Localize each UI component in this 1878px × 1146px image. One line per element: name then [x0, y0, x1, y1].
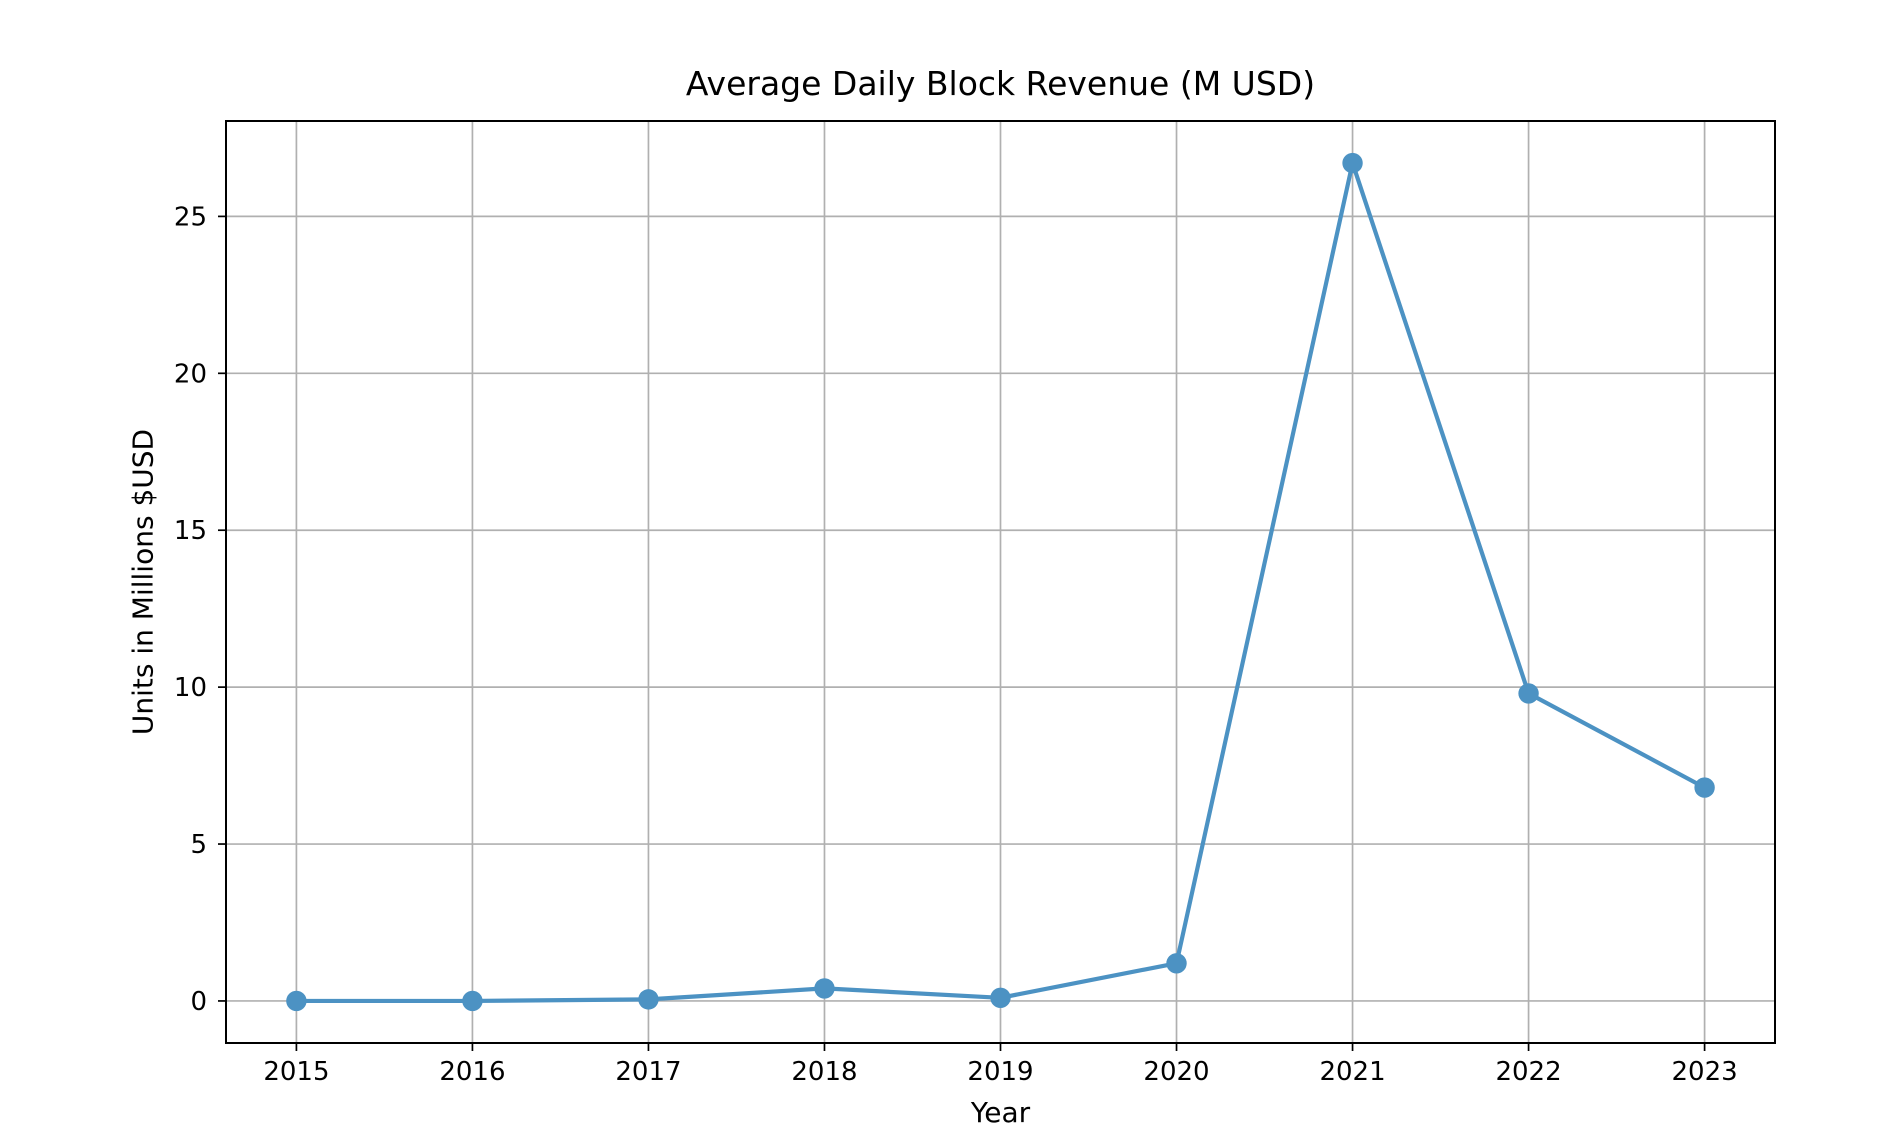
data-point-marker	[462, 990, 483, 1012]
y-tick-label: 10	[174, 673, 207, 703]
x-tick-label: 2017	[615, 1057, 681, 1087]
data-point-marker	[286, 990, 307, 1012]
y-axis-label: Units in Millions $USD	[126, 428, 160, 736]
data-point-marker	[638, 989, 659, 1010]
x-tick-label: 2021	[1319, 1057, 1385, 1087]
x-tick-label: 2015	[263, 1057, 329, 1087]
x-tick-label: 2018	[791, 1057, 857, 1087]
y-tick-label: 0	[190, 987, 207, 1017]
data-point-marker	[814, 978, 835, 999]
data-point-marker	[1518, 683, 1539, 704]
x-tick-label: 2016	[439, 1057, 505, 1087]
data-point-marker	[990, 987, 1011, 1009]
y-tick-label: 15	[174, 516, 207, 546]
x-tick-label: 2022	[1495, 1057, 1561, 1087]
y-tick-label: 20	[174, 359, 207, 389]
x-axis-label: Year	[970, 1096, 1031, 1129]
data-point-marker	[1166, 953, 1187, 974]
x-tick-label: 2019	[967, 1057, 1033, 1087]
data-point-marker	[1342, 152, 1363, 174]
x-tick-label: 2020	[1143, 1057, 1209, 1087]
chart-title: Average Daily Block Revenue (M USD)	[685, 64, 1316, 103]
data-point-marker	[1694, 777, 1715, 798]
y-tick-label: 5	[190, 830, 207, 860]
y-tick-label: 25	[174, 202, 207, 232]
x-tick-label: 2023	[1672, 1057, 1738, 1087]
